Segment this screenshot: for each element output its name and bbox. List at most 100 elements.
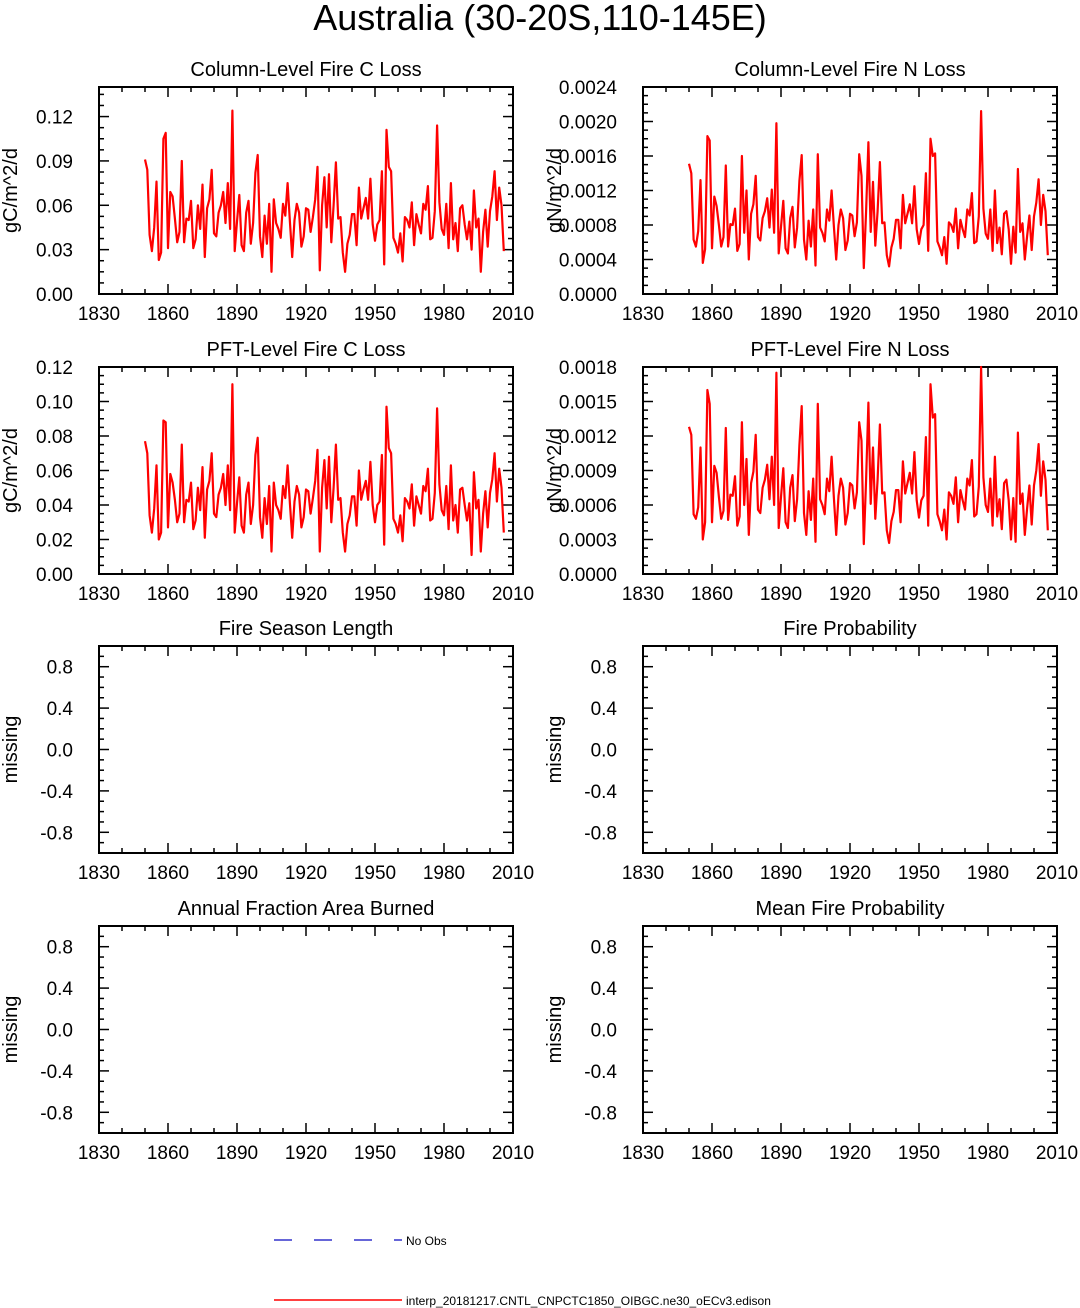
x-tick-label: 1860 xyxy=(147,863,189,884)
x-tick-label: 1950 xyxy=(354,584,396,605)
panel-title: Fire Season Length xyxy=(219,618,394,640)
panel-title: Mean Fire Probability xyxy=(756,898,945,920)
y-tick-label: 0.4 xyxy=(47,699,74,720)
y-axis-label: missing xyxy=(0,996,22,1064)
y-tick-label: 0.0 xyxy=(591,741,617,762)
y-axis-label: gC/m^2/d xyxy=(0,428,22,513)
y-tick-label: 0.00 xyxy=(36,285,73,306)
panel-title: Column-Level Fire C Loss xyxy=(190,59,421,81)
legend-label: No Obs xyxy=(406,1234,447,1248)
y-tick-label: 0.8 xyxy=(591,938,617,959)
y-tick-label: 0.10 xyxy=(36,393,73,414)
chart-panel-column-level-fire-c-loss: Column-Level Fire C Loss gC/m^2/d 1830 1860… xyxy=(0,59,534,325)
y-tick-label: 0.0003 xyxy=(559,531,617,552)
y-tick-label: 0.4 xyxy=(591,699,618,720)
x-tick-label: 2010 xyxy=(492,584,534,605)
x-tick-label: 1890 xyxy=(760,863,802,884)
x-tick-label: 1980 xyxy=(423,863,465,884)
y-tick-label: 0.06 xyxy=(36,462,73,483)
y-tick-label: -0.8 xyxy=(40,1103,73,1124)
x-tick-label: 2010 xyxy=(1036,304,1078,325)
x-tick-label: 1980 xyxy=(967,304,1009,325)
chart-panel-annual-fraction-area-burned: Annual Fraction Area Burned missing 1830 18… xyxy=(0,898,534,1164)
y-axis-label: gN/m^2/d xyxy=(544,148,566,233)
x-tick-label: 1950 xyxy=(354,863,396,884)
y-tick-label: 0.02 xyxy=(36,531,73,552)
x-tick-label: 2010 xyxy=(1036,863,1078,884)
y-tick-label: 0.0012 xyxy=(559,182,617,203)
y-tick-label: 0.0 xyxy=(47,741,73,762)
y-tick-label: -0.4 xyxy=(40,782,73,803)
x-tick-label: 1920 xyxy=(285,1143,327,1164)
x-tick-label: 1860 xyxy=(691,584,733,605)
x-tick-label: 1980 xyxy=(967,863,1009,884)
y-tick-label: 0.0008 xyxy=(559,216,617,237)
y-tick-label: -0.8 xyxy=(584,1103,617,1124)
y-tick-label: 0.0000 xyxy=(559,285,617,306)
x-tick-label: 1950 xyxy=(898,304,940,325)
x-tick-label: 1980 xyxy=(423,1143,465,1164)
x-tick-label: 1920 xyxy=(829,863,871,884)
x-tick-label: 1830 xyxy=(622,584,664,605)
x-tick-label: 1860 xyxy=(147,1143,189,1164)
x-tick-label: 1920 xyxy=(285,863,327,884)
y-tick-label: 0.06 xyxy=(36,196,73,217)
panel-title: Annual Fraction Area Burned xyxy=(178,898,435,920)
y-tick-label: 0.8 xyxy=(591,658,617,679)
x-tick-label: 1980 xyxy=(967,1143,1009,1164)
x-tick-label: 1890 xyxy=(216,863,258,884)
panel-title: PFT-Level Fire C Loss xyxy=(207,339,406,361)
x-tick-label: 1830 xyxy=(78,863,120,884)
x-tick-label: 2010 xyxy=(1036,584,1078,605)
y-tick-label: -0.8 xyxy=(40,823,73,844)
x-tick-label: 1860 xyxy=(147,304,189,325)
x-tick-label: 1950 xyxy=(898,1143,940,1164)
y-tick-label: 0.00 xyxy=(36,565,73,586)
y-tick-label: 0.0024 xyxy=(559,78,618,99)
x-tick-label: 1830 xyxy=(78,584,120,605)
series-line xyxy=(143,109,505,273)
y-tick-label: 0.0006 xyxy=(559,496,617,517)
y-tick-label: 0.03 xyxy=(36,241,73,262)
x-tick-label: 1920 xyxy=(285,304,327,325)
y-tick-label: 0.08 xyxy=(36,427,73,448)
series-line xyxy=(687,365,1049,546)
chart-panel-column-level-fire-n-loss: Column-Level Fire N Loss gN/m^2/d 1830 1860… xyxy=(544,59,1078,325)
series-line xyxy=(143,383,505,557)
chart-panel-pft-level-fire-n-loss: PFT-Level Fire N Loss gN/m^2/d 1830 1860 189… xyxy=(544,339,1078,605)
x-tick-label: 1980 xyxy=(423,584,465,605)
y-tick-label: 0.0015 xyxy=(559,393,617,414)
y-tick-label: 0.12 xyxy=(36,108,73,129)
y-tick-label: 0.4 xyxy=(591,979,618,1000)
y-tick-label: 0.0020 xyxy=(559,113,617,134)
y-tick-label: -0.8 xyxy=(584,823,617,844)
y-tick-label: 0.04 xyxy=(36,496,73,517)
x-tick-label: 1890 xyxy=(760,1143,802,1164)
x-tick-label: 1980 xyxy=(423,304,465,325)
x-tick-label: 1890 xyxy=(760,584,802,605)
x-tick-label: 1890 xyxy=(216,304,258,325)
y-tick-label: 0.0016 xyxy=(559,147,617,168)
x-tick-label: 1830 xyxy=(622,863,664,884)
x-tick-label: 1830 xyxy=(78,1143,120,1164)
plot-frame xyxy=(98,645,514,854)
y-tick-label: 0.0012 xyxy=(559,427,617,448)
x-tick-label: 1950 xyxy=(354,304,396,325)
series-line xyxy=(687,110,1049,270)
x-tick-label: 1830 xyxy=(622,1143,664,1164)
y-tick-label: 0.0009 xyxy=(559,462,617,483)
legend-entry-model-run: interp_20181217.CNTL_CNPCTC1850_OIBGC.ne… xyxy=(274,1294,771,1308)
legend-label: interp_20181217.CNTL_CNPCTC1850_OIBGC.ne… xyxy=(406,1294,771,1308)
y-axis-label: gN/m^2/d xyxy=(544,428,566,513)
chart-panel-mean-fire-probability: Mean Fire Probability missing 1830 1860 1890… xyxy=(544,898,1078,1164)
x-tick-label: 1860 xyxy=(691,1143,733,1164)
y-tick-label: 0.09 xyxy=(36,152,73,173)
x-tick-label: 1920 xyxy=(829,304,871,325)
chart-panel-fire-probability: Fire Probability missing 1830 1860 1890 1920 1… xyxy=(544,618,1078,884)
x-tick-label: 2010 xyxy=(492,304,534,325)
y-axis-label: missing xyxy=(0,716,22,784)
x-tick-label: 1980 xyxy=(967,584,1009,605)
y-tick-label: 0.8 xyxy=(47,938,73,959)
y-tick-label: 0.0 xyxy=(591,1021,617,1042)
y-tick-label: 0.4 xyxy=(47,979,74,1000)
